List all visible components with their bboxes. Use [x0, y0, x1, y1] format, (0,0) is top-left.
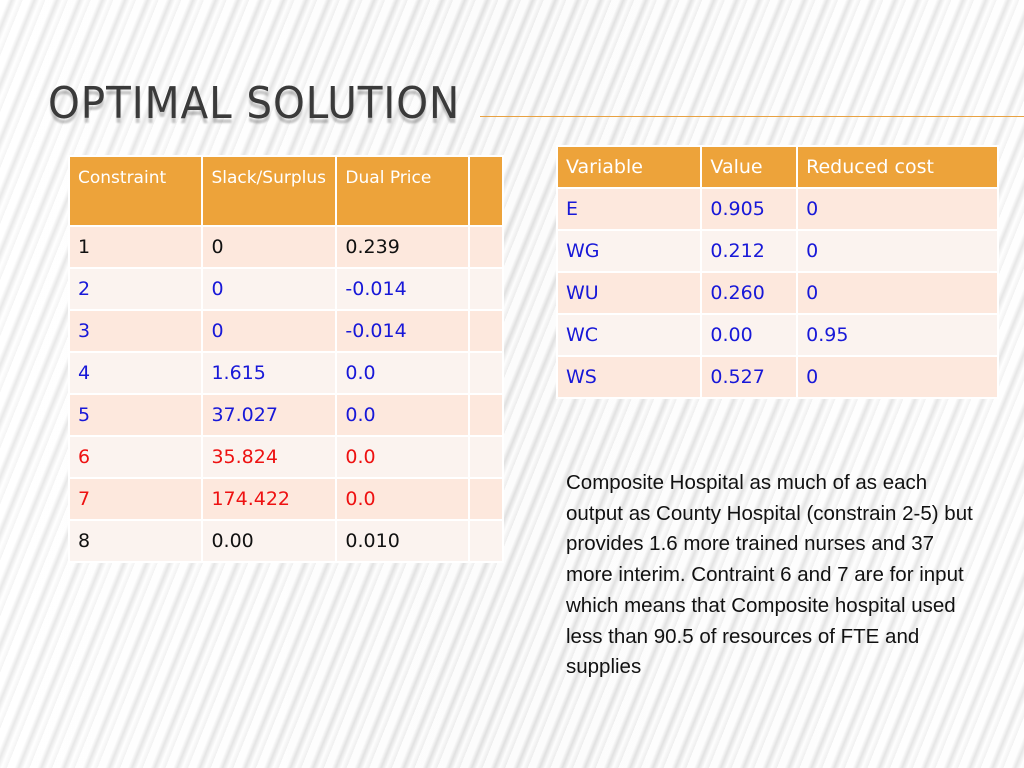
dual-price-value: 0.010 [335, 519, 471, 563]
table-row: WC 0.00 0.95 [555, 313, 999, 357]
slack-surplus-value: 0 [201, 267, 338, 311]
constraint-number: 1 [67, 225, 204, 269]
empty-cell [468, 351, 504, 395]
dual-price-value: 0.0 [335, 435, 471, 479]
variable-name: E [555, 187, 703, 231]
constraint-number: 7 [67, 477, 204, 521]
variable-table-header: Variable Value Reduced cost [555, 145, 999, 189]
dual-price-value: -0.014 [335, 309, 471, 353]
table-row: 8 0.00 0.010 [67, 519, 504, 563]
variable-value: 0.527 [700, 355, 799, 399]
variable-value: 0.905 [700, 187, 799, 231]
dual-price-value: 0.239 [335, 225, 471, 269]
table-row: 6 35.824 0.0 [67, 435, 504, 479]
slack-surplus-value: 35.824 [201, 435, 338, 479]
variable-name: WC [555, 313, 703, 357]
slide-title: OPTIMAL SOLUTION [48, 78, 461, 129]
constraint-table-header: Constraint Slack/Surplus Dual Price [67, 155, 504, 227]
column-header-slack-surplus: Slack/Surplus [201, 155, 338, 227]
column-header-value: Value [700, 145, 799, 189]
variable-name: WS [555, 355, 703, 399]
constraint-number: 4 [67, 351, 204, 395]
empty-cell [468, 309, 504, 353]
column-header-dual-price: Dual Price [335, 155, 471, 227]
dual-price-value: 0.0 [335, 477, 471, 521]
table-row: WU 0.260 0 [555, 271, 999, 315]
reduced-cost-value: 0 [796, 271, 999, 315]
variable-name: WU [555, 271, 703, 315]
reduced-cost-value: 0 [796, 355, 999, 399]
reduced-cost-value: 0 [796, 229, 999, 273]
constraint-number: 2 [67, 267, 204, 311]
title-divider [480, 116, 1024, 117]
variable-value: 0.212 [700, 229, 799, 273]
constraint-number: 6 [67, 435, 204, 479]
variable-name: WG [555, 229, 703, 273]
table-row: 3 0 -0.014 [67, 309, 504, 353]
empty-cell [468, 393, 504, 437]
slack-surplus-value: 0 [201, 309, 338, 353]
reduced-cost-value: 0.95 [796, 313, 999, 357]
slack-surplus-value: 1.615 [201, 351, 338, 395]
variable-value: 0.00 [700, 313, 799, 357]
slack-surplus-value: 37.027 [201, 393, 338, 437]
dual-price-value: 0.0 [335, 393, 471, 437]
constraint-number: 8 [67, 519, 204, 563]
constraint-table: Constraint Slack/Surplus Dual Price 1 0 0.… [67, 155, 504, 563]
column-header-variable: Variable [555, 145, 703, 189]
column-header-reduced-cost: Reduced cost [796, 145, 999, 189]
reduced-cost-value: 0 [796, 187, 999, 231]
empty-cell [468, 519, 504, 563]
table-row: 2 0 -0.014 [67, 267, 504, 311]
column-header-constraint: Constraint [67, 155, 204, 227]
slack-surplus-value: 0.00 [201, 519, 338, 563]
variable-value: 0.260 [700, 271, 799, 315]
table-row: 7 174.422 0.0 [67, 477, 504, 521]
table-row: E 0.905 0 [555, 187, 999, 231]
slack-surplus-value: 174.422 [201, 477, 338, 521]
table-row: 4 1.615 0.0 [67, 351, 504, 395]
table-row: WG 0.212 0 [555, 229, 999, 273]
empty-cell [468, 267, 504, 311]
empty-cell [468, 435, 504, 479]
table-row: 1 0 0.239 [67, 225, 504, 269]
variable-table: Variable Value Reduced cost E 0.905 0 WG 0.2… [555, 145, 999, 399]
table-row: WS 0.527 0 [555, 355, 999, 399]
constraint-number: 3 [67, 309, 204, 353]
dual-price-value: 0.0 [335, 351, 471, 395]
dual-price-value: -0.014 [335, 267, 471, 311]
slack-surplus-value: 0 [201, 225, 338, 269]
explanation-text: Composite Hospital as much of as each ou… [566, 471, 973, 679]
empty-cell [468, 225, 504, 269]
empty-cell [468, 477, 504, 521]
constraint-number: 5 [67, 393, 204, 437]
table-row: 5 37.027 0.0 [67, 393, 504, 437]
column-header-empty [468, 155, 504, 227]
